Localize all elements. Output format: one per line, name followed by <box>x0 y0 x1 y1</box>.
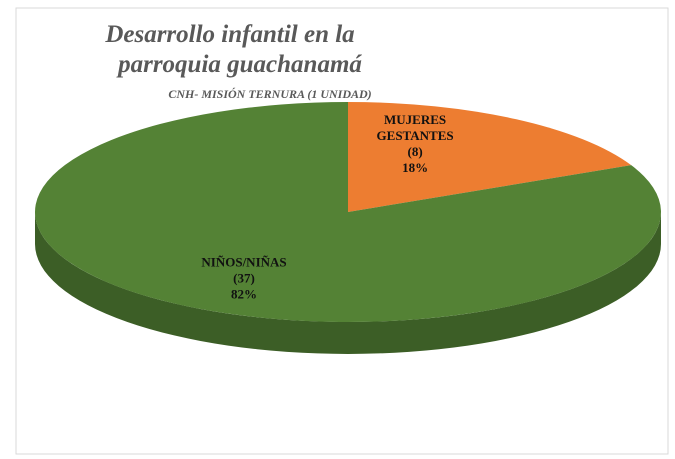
data-label: MUJERES <box>384 112 446 127</box>
slice-side <box>35 212 661 354</box>
data-label: 18% <box>402 160 428 175</box>
data-label: (8) <box>407 144 422 159</box>
data-label: (37) <box>233 271 255 286</box>
chart-title: Desarrollo infantil en la parroquia guach… <box>104 21 362 78</box>
data-label: 82% <box>231 287 257 302</box>
slice <box>348 102 632 212</box>
chart-subtitle: CNH- MISIÓN TERNURA (1 UNIDAD) <box>168 87 371 101</box>
pie <box>34 102 662 354</box>
data-label: NIÑOS/NIÑAS <box>201 255 286 270</box>
slice <box>34 102 662 322</box>
data-label: GESTANTES <box>377 128 454 143</box>
